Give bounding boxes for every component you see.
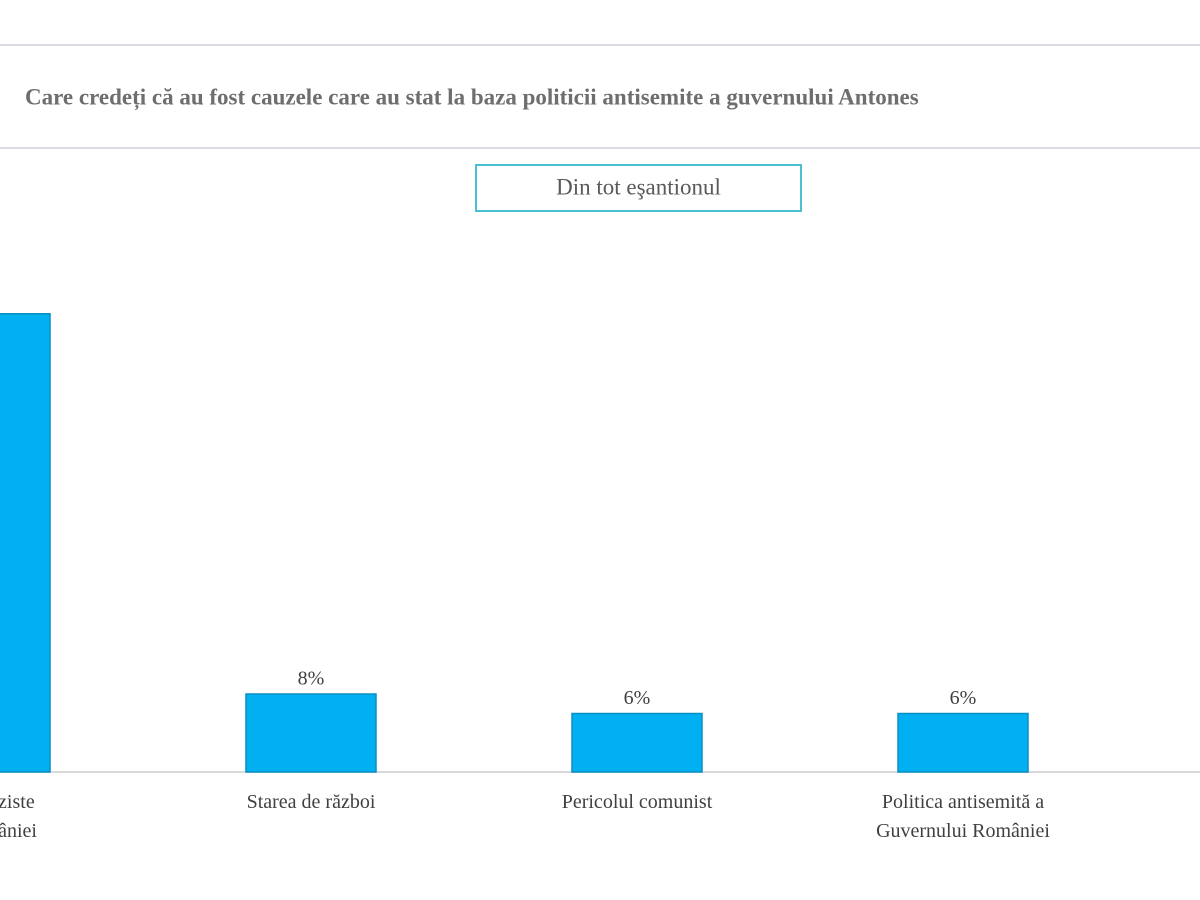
bar: [571, 712, 703, 773]
bar: [0, 313, 51, 773]
subtitle-box: [475, 164, 802, 212]
bar: [245, 693, 377, 773]
value-label: 6%: [624, 687, 651, 709]
chart-title: Care credeți că au fost cauzele care au …: [25, 84, 919, 110]
x-tick-label: Starea de război: [247, 791, 376, 813]
x-tick-label: Politica antisemită a Guvernului României: [876, 791, 1050, 842]
bar: [897, 712, 1029, 773]
chart-subtitle: Din tot eşantionul: [556, 174, 721, 199]
value-label: 6%: [950, 687, 977, 709]
x-tick-label: Pericolul comunist: [562, 791, 713, 813]
x-tick-label: aniei nazistelui României: [0, 791, 37, 842]
value-label: 8%: [298, 668, 325, 690]
